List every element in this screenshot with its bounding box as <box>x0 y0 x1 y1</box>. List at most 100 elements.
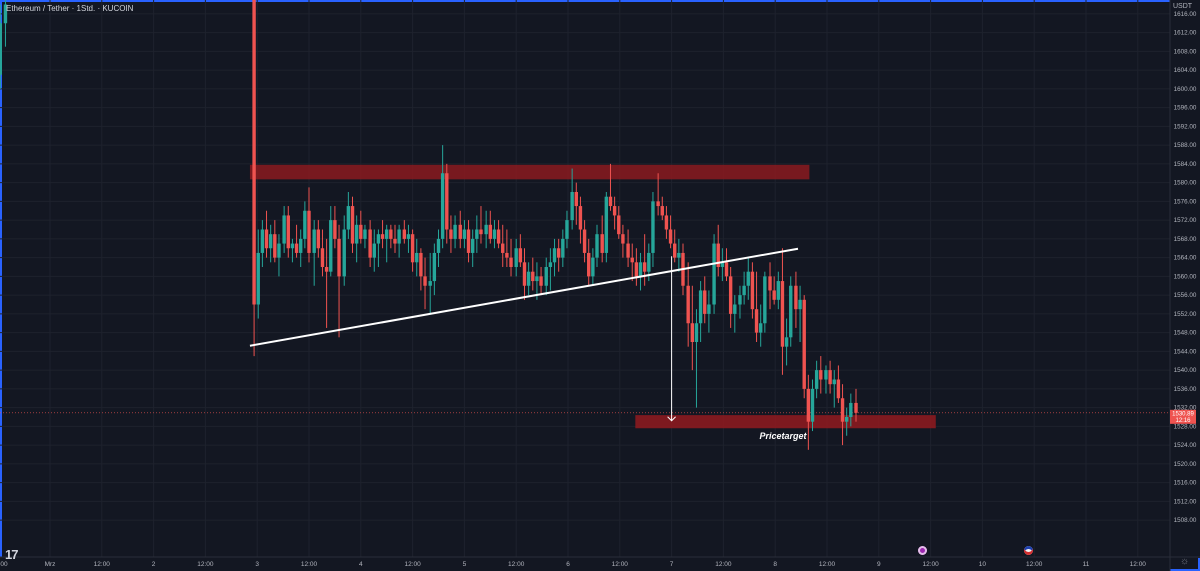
candle <box>824 365 828 394</box>
candle <box>514 238 518 277</box>
candle <box>686 262 690 347</box>
candle <box>544 257 548 296</box>
candle <box>677 238 681 272</box>
candle-body <box>423 276 427 286</box>
tradingview-logo-icon[interactable]: 17 <box>5 547 19 562</box>
candle <box>342 215 346 286</box>
candle <box>0 4 2 89</box>
candle <box>587 238 591 286</box>
time-axis[interactable] <box>0 557 1170 571</box>
candle-body <box>712 243 716 305</box>
candle-body <box>673 243 677 258</box>
symbol-title[interactable]: Ethereum / Tether · 1Std. · KUCOIN <box>6 4 134 13</box>
candle <box>591 248 595 286</box>
candle <box>608 163 613 211</box>
candle-body <box>626 243 630 258</box>
candle <box>264 210 269 258</box>
candle-body <box>668 229 673 244</box>
candle <box>294 224 299 258</box>
candle-body <box>359 224 363 239</box>
candle-body <box>552 248 557 263</box>
price-tick-label: 1536.00 <box>1174 386 1197 393</box>
candle-body <box>758 323 763 333</box>
candle-body <box>565 220 569 239</box>
candle-body <box>363 229 367 239</box>
candle-body <box>402 229 407 239</box>
candle-body <box>368 229 372 258</box>
candle <box>3 0 8 47</box>
candle-body <box>720 262 725 267</box>
candle <box>574 182 578 225</box>
candle <box>746 257 750 300</box>
price-tick-label: 1532.00 <box>1174 405 1197 412</box>
candle <box>380 220 385 249</box>
price-axis[interactable] <box>1170 0 1200 558</box>
candle-body <box>389 229 393 239</box>
trend-line[interactable] <box>249 247 799 347</box>
candle <box>329 206 333 277</box>
candle <box>432 243 437 296</box>
candle-body <box>518 248 523 263</box>
candle <box>789 276 793 347</box>
time-axis-ticks: 00 Mrz 12:00 2 12:00 3 12:00 4 12:00 5 12:00 6 12:00… <box>0 561 1146 568</box>
candle-body <box>432 252 437 282</box>
candle <box>273 220 277 263</box>
time-tick-label: 12:00 <box>922 561 939 568</box>
price-target-label: Pricetarget <box>759 431 807 441</box>
grid <box>0 0 1170 557</box>
price-tick-label: 1604.00 <box>1174 67 1197 74</box>
candle <box>346 192 351 239</box>
candle <box>350 196 355 253</box>
candle <box>415 238 419 277</box>
candle <box>260 220 265 267</box>
candle <box>703 276 707 324</box>
resistance-zone[interactable] <box>249 164 810 180</box>
candle <box>256 229 260 319</box>
currency-label[interactable]: USDT <box>1173 3 1193 10</box>
candle <box>854 388 858 422</box>
candle <box>570 168 574 230</box>
candle <box>252 0 256 357</box>
candle <box>458 210 462 249</box>
candle <box>539 267 543 296</box>
candle <box>462 220 467 249</box>
candle-body <box>824 370 828 380</box>
candle-body <box>844 417 849 422</box>
flag-circle-icon[interactable] <box>1024 546 1033 555</box>
candle <box>758 304 763 347</box>
price-tick-label: 1556.00 <box>1174 292 1197 299</box>
countdown-value: 12:16 <box>1175 418 1191 424</box>
candle <box>286 206 290 258</box>
candle <box>518 234 523 267</box>
candle-body <box>608 196 613 207</box>
price-target-zone[interactable] <box>635 415 936 429</box>
gear-icon[interactable]: ☼ <box>1180 556 1190 567</box>
candle-body <box>509 257 513 267</box>
candle-body <box>746 271 750 286</box>
candle-body <box>354 224 359 244</box>
candle-body <box>556 248 561 258</box>
candle <box>724 248 729 282</box>
price-tick-label: 1528.00 <box>1174 423 1197 430</box>
candle <box>600 215 604 263</box>
price-tick-label: 1516.00 <box>1174 480 1197 487</box>
candle <box>526 262 531 296</box>
time-tick-label: 7 <box>670 561 674 568</box>
price-tick-label: 1520.00 <box>1174 461 1197 468</box>
candle <box>428 252 432 314</box>
candle-body <box>647 252 651 272</box>
time-tick-label: 12:00 <box>1026 561 1043 568</box>
candle-body <box>634 262 639 277</box>
candle-body <box>707 304 711 314</box>
candle-body <box>780 281 785 347</box>
candle <box>810 379 815 432</box>
candle <box>419 248 423 291</box>
candle <box>406 224 411 253</box>
candle-body <box>561 238 565 258</box>
candle-body <box>776 281 781 300</box>
price-tick-label: 1548.00 <box>1174 330 1197 337</box>
lightning-circle-icon[interactable] <box>918 546 927 555</box>
candle-body <box>651 201 655 253</box>
candle-body <box>794 285 798 310</box>
